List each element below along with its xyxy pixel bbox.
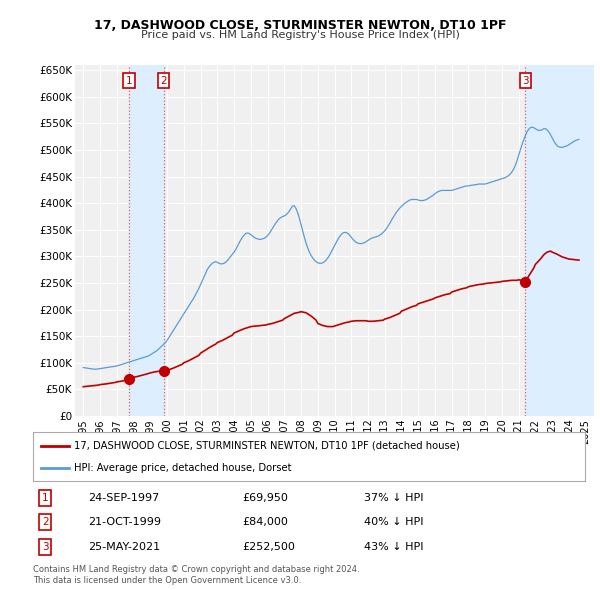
Text: This data is licensed under the Open Government Licence v3.0.: This data is licensed under the Open Gov… [33, 576, 301, 585]
Text: 3: 3 [42, 542, 49, 552]
Text: £252,500: £252,500 [243, 542, 296, 552]
Text: £84,000: £84,000 [243, 517, 289, 527]
Text: 24-SEP-1997: 24-SEP-1997 [88, 493, 160, 503]
Text: 21-OCT-1999: 21-OCT-1999 [88, 517, 161, 527]
Text: Price paid vs. HM Land Registry's House Price Index (HPI): Price paid vs. HM Land Registry's House … [140, 30, 460, 40]
Text: 37% ↓ HPI: 37% ↓ HPI [364, 493, 424, 503]
Text: £69,950: £69,950 [243, 493, 289, 503]
Bar [526, 65, 594, 416]
Text: 25-MAY-2021: 25-MAY-2021 [88, 542, 160, 552]
Text: HPI: Average price, detached house, Dorset: HPI: Average price, detached house, Dors… [74, 463, 292, 473]
Text: 43% ↓ HPI: 43% ↓ HPI [364, 542, 424, 552]
Text: 17, DASHWOOD CLOSE, STURMINSTER NEWTON, DT10 1PF (detached house): 17, DASHWOOD CLOSE, STURMINSTER NEWTON, … [74, 441, 460, 451]
Text: 1: 1 [42, 493, 49, 503]
Text: 1: 1 [126, 76, 133, 86]
Text: 17, DASHWOOD CLOSE, STURMINSTER NEWTON, DT10 1PF: 17, DASHWOOD CLOSE, STURMINSTER NEWTON, … [94, 19, 506, 32]
Bar [129, 65, 164, 416]
Text: 3: 3 [522, 76, 529, 86]
Text: 40% ↓ HPI: 40% ↓ HPI [364, 517, 424, 527]
Text: 2: 2 [42, 517, 49, 527]
Text: 2: 2 [160, 76, 167, 86]
Text: Contains HM Land Registry data © Crown copyright and database right 2024.: Contains HM Land Registry data © Crown c… [33, 565, 359, 574]
